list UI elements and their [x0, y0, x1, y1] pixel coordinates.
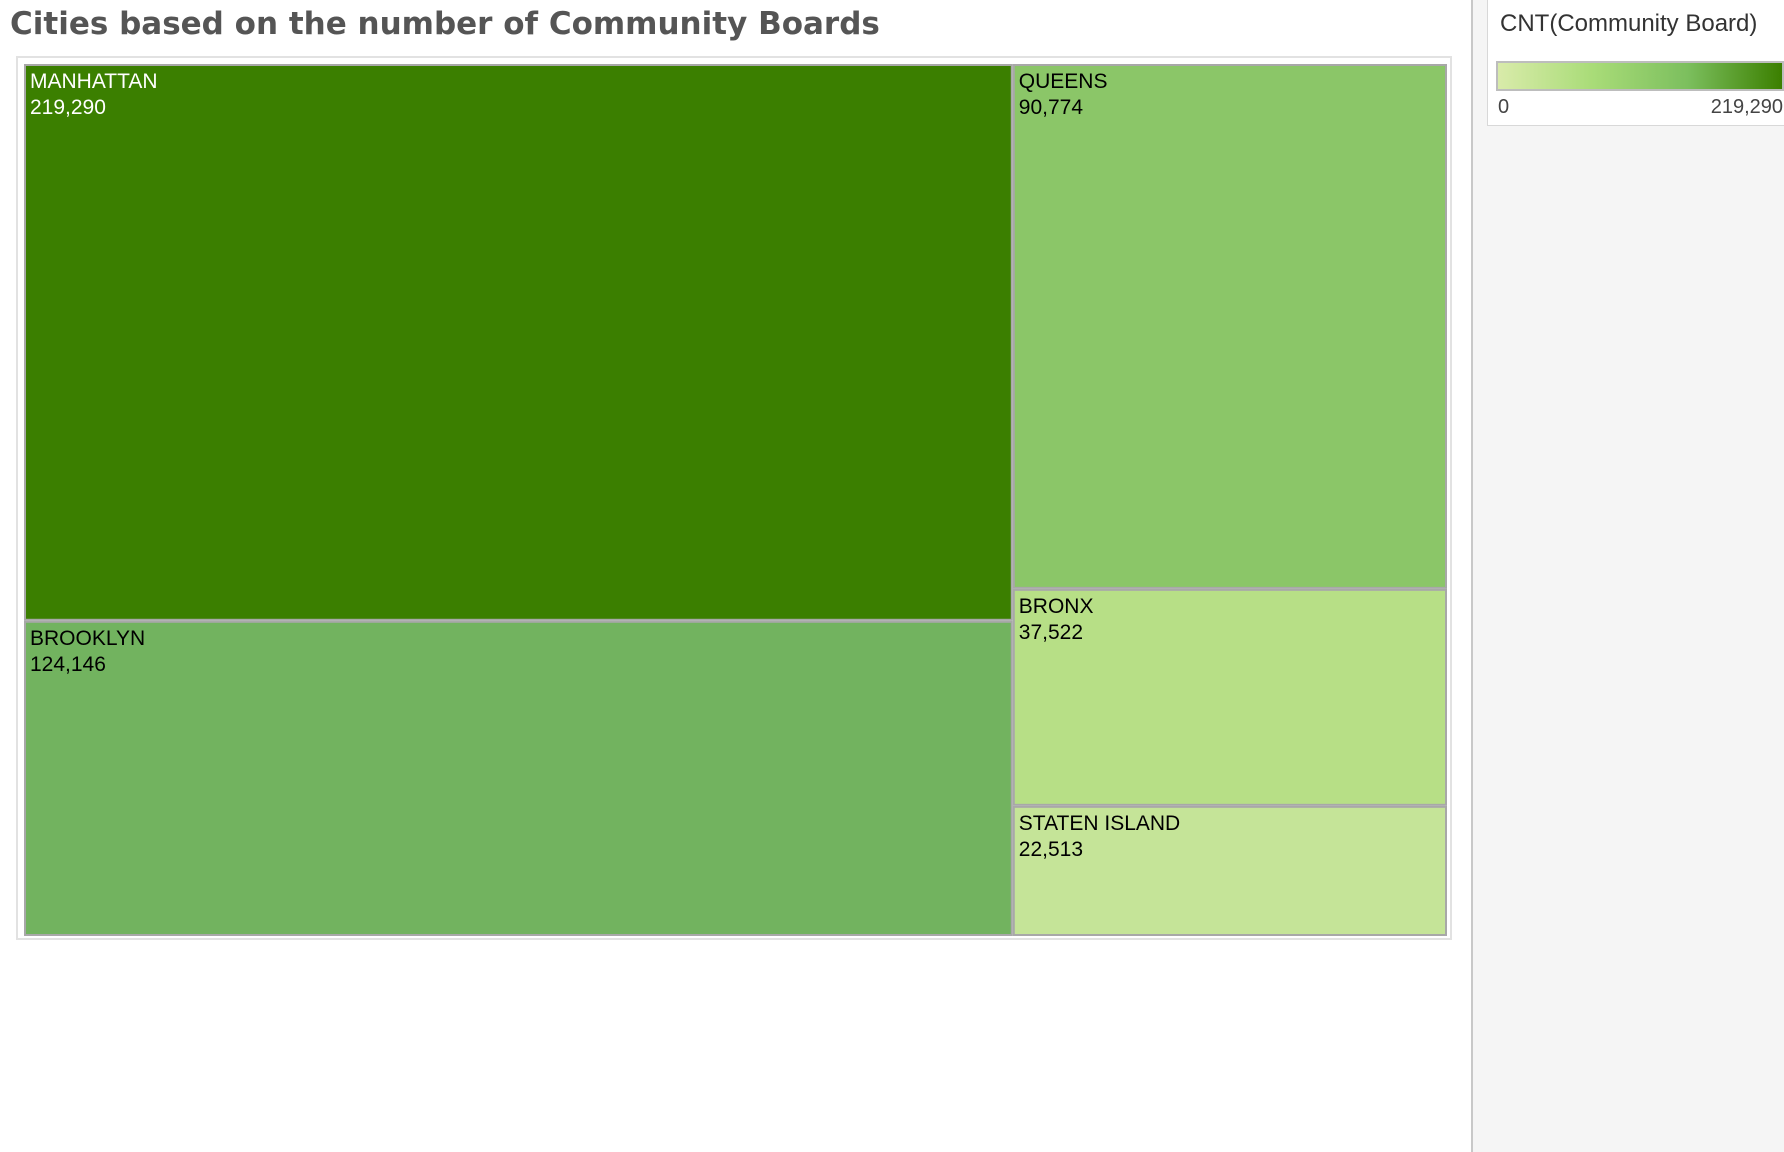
- treemap-label-queens: QUEENS: [1019, 70, 1108, 93]
- treemap-cell-brooklyn[interactable]: BROOKLYN 124,146: [24, 620, 1013, 936]
- treemap-label-staten-island: STATEN ISLAND: [1019, 812, 1180, 835]
- treemap-label-bronx: BRONX: [1019, 595, 1094, 618]
- legend-min-label: 0: [1498, 96, 1510, 118]
- treemap-value-queens: 90,774: [1019, 96, 1084, 119]
- legend-gradient-bar: [1496, 61, 1784, 91]
- treemap-value-staten-island: 22,513: [1019, 838, 1083, 861]
- treemap-svg: MANHATTAN 219,290 BROOKLYN 124,146 QUEENS 90,…: [24, 64, 1447, 936]
- treemap-cell-queens[interactable]: QUEENS 90,774: [1012, 64, 1447, 589]
- treemap-cell-manhattan[interactable]: MANHATTAN 219,290: [24, 64, 1013, 621]
- treemap-label-brooklyn: BROOKLYN: [30, 627, 145, 650]
- legend-max-label: 219,290: [1710, 96, 1783, 118]
- legend-title: CNT(Community Board): [1500, 10, 1758, 37]
- treemap-rect-staten-island[interactable]: [1012, 805, 1447, 936]
- color-legend: CNT(Community Board) 0 219,290: [1487, 0, 1784, 126]
- treemap-value-brooklyn: 124,146: [30, 653, 106, 676]
- treemap: MANHATTAN 219,290 BROOKLYN 124,146 QUEENS 90,…: [24, 64, 1447, 936]
- worksheet-area: Cities based on the number of Community …: [10, 6, 1452, 940]
- chart-title: Cities based on the number of Community …: [10, 6, 880, 42]
- treemap-rect-manhattan[interactable]: [24, 64, 1013, 621]
- treemap-value-bronx: 37,522: [1019, 621, 1083, 644]
- treemap-rect-bronx[interactable]: [1012, 588, 1447, 806]
- treemap-cell-bronx[interactable]: BRONX 37,522: [1012, 588, 1447, 806]
- treemap-rect-queens[interactable]: [1012, 64, 1447, 589]
- treemap-rect-brooklyn[interactable]: [24, 620, 1013, 936]
- legend-pane: CNT(Community Board) 0 219,290: [1471, 0, 1784, 1152]
- treemap-value-manhattan: 219,290: [30, 96, 106, 119]
- treemap-label-manhattan: MANHATTAN: [30, 70, 158, 93]
- treemap-cell-staten-island[interactable]: STATEN ISLAND 22,513: [1012, 805, 1447, 936]
